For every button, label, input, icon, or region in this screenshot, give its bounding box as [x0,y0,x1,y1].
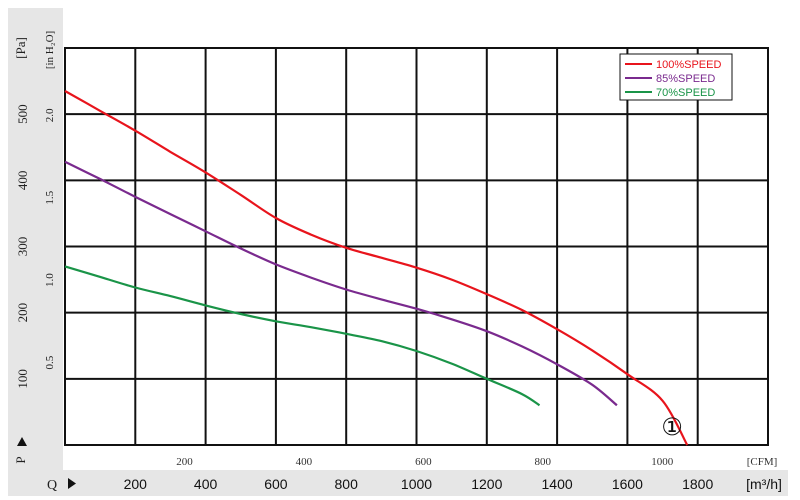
bottom-axis-band [8,470,788,496]
x-tick-cfm: 400 [296,456,313,468]
x-unit-cfm-label: [CFM] [747,456,778,468]
x-tick-cfm: 200 [176,456,193,468]
y-tick-pa: 200 [15,303,30,323]
legend-label: 70%SPEED [656,87,715,99]
y-axis-label: P [13,456,28,463]
y-unit-inh2o-label: [in H₂O] [44,31,56,69]
x-tick-m3h: 200 [124,476,148,492]
x-tick-m3h: 1800 [682,476,713,492]
legend-label: 100%SPEED [656,59,721,71]
y-tick-inh2o: 0.5 [44,355,56,369]
y-tick-pa: 500 [15,104,30,124]
series-line-1 [64,160,618,407]
x-tick-m3h: 600 [264,476,288,492]
x-tick-m3h: 1600 [612,476,643,492]
legend-label: 85%SPEED [656,73,715,85]
series-line-0 [64,90,689,446]
x-tick-cfm: 600 [415,456,432,468]
x-tick-cfm: 800 [535,456,552,468]
y-tick-inh2o: 1.5 [44,190,56,204]
legend-items: 100%SPEED 85%SPEED 70%SPEED [625,59,721,99]
curve-marker-label: ① [661,413,683,441]
y-unit-pa-label: [Pa] [13,37,28,59]
x-axis-label: Q [47,478,57,493]
y-axis-arrow-icon [17,437,27,446]
x-tick-cfm: 1000 [651,456,674,468]
x-tick-m3h: 400 [194,476,218,492]
series-lines [64,90,689,446]
x-tick-m3h: 1400 [542,476,573,492]
legend: 100%SPEED 85%SPEED 70%SPEED [619,53,733,101]
x-tick-m3h: 800 [335,476,359,492]
y-tick-pa: 100 [15,369,30,389]
x-tick-m3h: 1200 [471,476,502,492]
y-tick-inh2o: 1.0 [44,273,56,287]
x-unit-m3h-label: [m³/h] [746,476,782,492]
y-tick-pa: 300 [15,237,30,257]
y-tick-pa: 400 [15,171,30,191]
x-tick-m3h: 1000 [401,476,432,492]
series-line-2 [64,265,541,407]
grid [65,48,768,445]
y-tick-inh2o: 2.0 [44,108,56,122]
left-axis-band [8,8,63,483]
x-axis-arrow-icon [68,478,76,489]
